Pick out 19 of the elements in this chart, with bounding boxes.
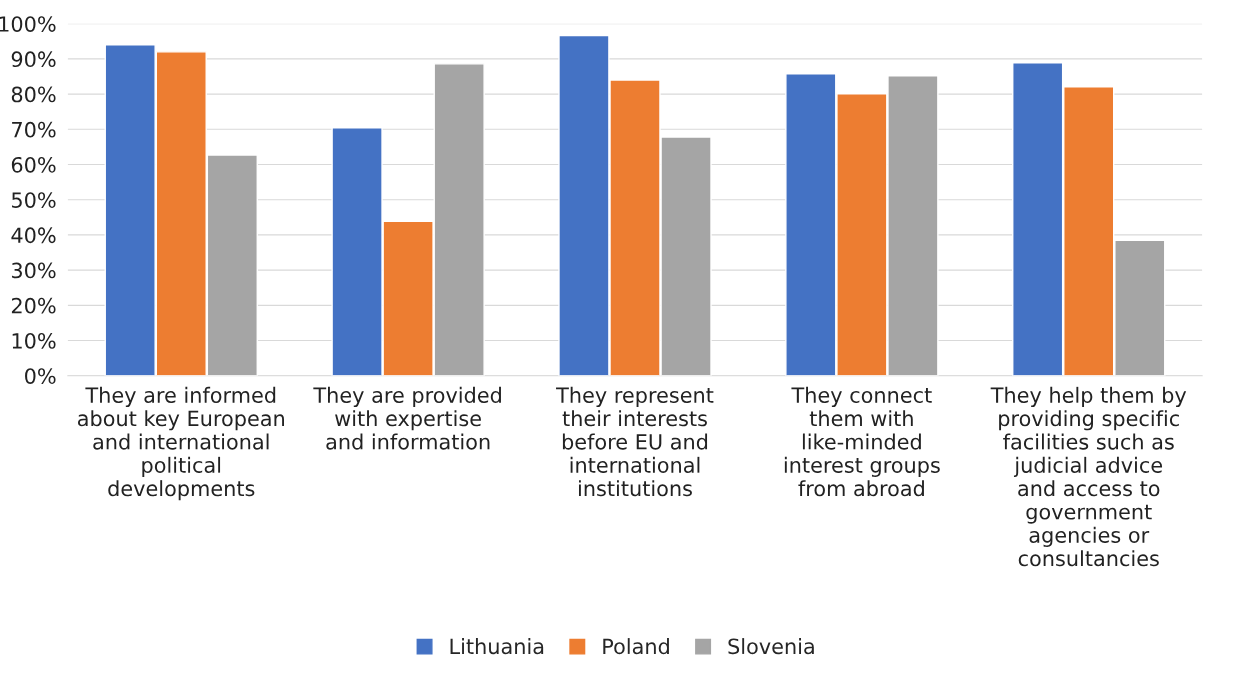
- x-tick-label: They are provided with expertise and information: [313, 386, 501, 450]
- x-tick-label: They represent their interests before EU and international institutions: [556, 386, 714, 497]
- legend-label: Lithuania: [450, 638, 544, 655]
- y-tick-label: 100%: [0, 16, 56, 32]
- y-tick-label: 50%: [12, 192, 56, 208]
- legend-label: Poland: [603, 638, 669, 655]
- y-tick-label: 90%: [11, 51, 56, 68]
- y-tick-label: 20%: [11, 297, 56, 314]
- y-tick-label: 10%: [12, 332, 56, 349]
- legend-label: Slovenia: [728, 638, 814, 655]
- y-tick-label: 60%: [11, 156, 56, 173]
- x-tick-label: They are informed about key European and international political developments: [77, 386, 284, 501]
- x-tick-label: They help them by providing specific facilities such as judicial advice and access to government agencies or consultancies: [990, 386, 1187, 567]
- y-tick-label: 70%: [12, 121, 56, 138]
- x-tick-label: They connect them with like-minded interest groups from abroad: [784, 386, 940, 497]
- y-tick-label: 40%: [11, 227, 56, 244]
- y-tick-label: 0%: [25, 368, 56, 384]
- y-tick-label: 30%: [11, 262, 56, 279]
- y-tick-label: 80%: [11, 86, 56, 103]
